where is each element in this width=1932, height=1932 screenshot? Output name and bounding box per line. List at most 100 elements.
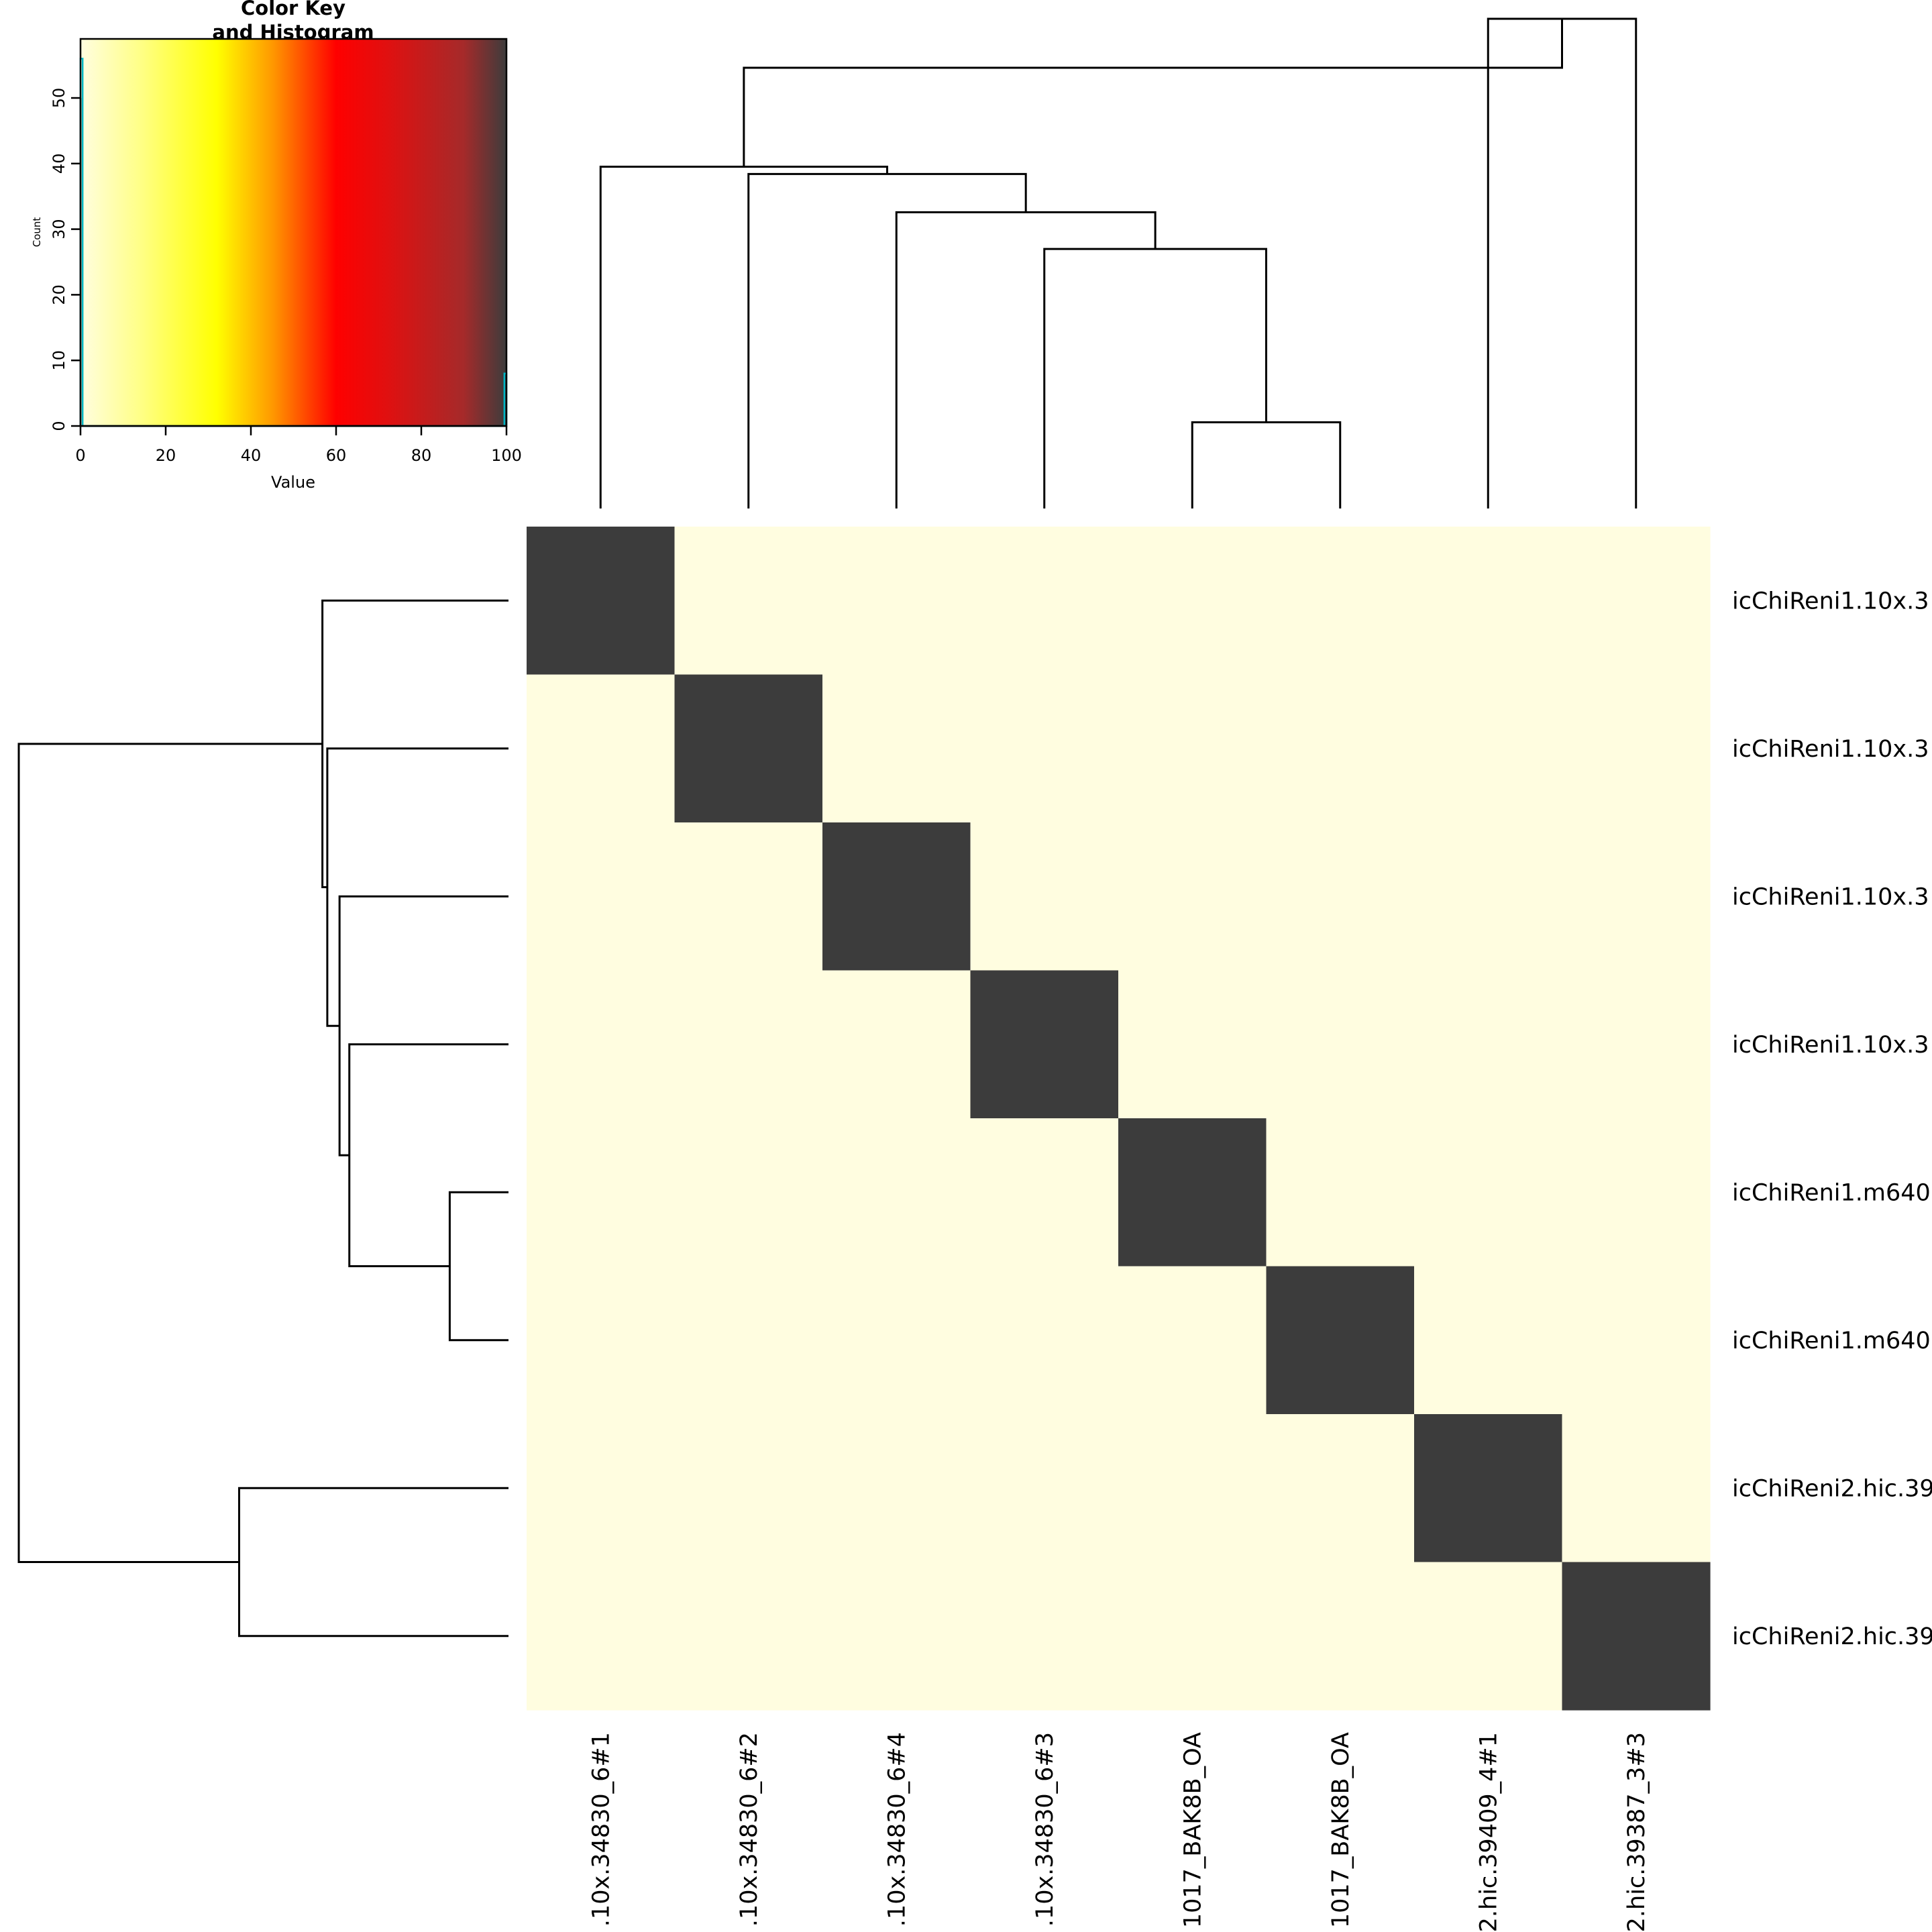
dendrogram-link	[326, 747, 508, 1027]
heatmap-cell-r7-c5	[1266, 1562, 1415, 1711]
heatmap-cell-r3-c7	[1562, 970, 1711, 1119]
key-y-tick-label: 50	[50, 88, 68, 109]
dendrogram-link	[895, 211, 1157, 508]
heatmap-cell-r7-c4	[1118, 1562, 1267, 1711]
heatmap-cell-r6-c4	[1118, 1414, 1267, 1563]
row-dendrogram	[17, 599, 508, 1638]
key-x-tick-label: 80	[411, 446, 432, 465]
key-y-tick-label: 40	[50, 154, 68, 174]
heatmap-cell-r5-c4	[1118, 1266, 1267, 1415]
dendrogram-link	[238, 1487, 508, 1638]
heatmap-cell-r6-c3	[970, 1414, 1119, 1563]
heatmap-cell-r0-c0	[527, 527, 676, 676]
key-x-tick-label: 100	[491, 446, 522, 465]
row-label: icChiReni1.10x.3	[1732, 736, 1929, 763]
heatmap-cell-r5-c0	[527, 1266, 676, 1415]
column-label: .10x.34830_6#4	[883, 1732, 910, 1927]
heatmap-cell-r3-c6	[1414, 970, 1563, 1119]
heatmap-cell-r7-c1	[674, 1562, 823, 1711]
heatmap-cell-r1-c7	[1562, 674, 1711, 823]
heatmap-cell-r6-c6	[1414, 1414, 1563, 1563]
row-labels: icChiReni1.10x.3 icChiReni1.10x.3 icChiRen…	[1732, 588, 1932, 1650]
heatmap-cell-r2-c2	[822, 822, 971, 971]
heatmap-cell-r3-c4	[1118, 970, 1267, 1119]
dendrogram-link	[321, 599, 508, 888]
key-x-tick-label: 20	[156, 446, 176, 465]
heatmap-cell-r4-c7	[1562, 1118, 1711, 1267]
heatmap-cell-r6-c0	[527, 1414, 676, 1563]
column-labels: .10x.34830_6#1 .10x.34830_6#2 .10x.34830_6…	[588, 1732, 1650, 1932]
dendrogram-link	[599, 165, 888, 508]
dendrogram-link	[348, 1043, 508, 1267]
row-label: icChiReni1.10x.3	[1732, 588, 1929, 614]
column-label: 1017_BAK8B_OA	[1179, 1732, 1206, 1928]
heatmap-cell-r6-c5	[1266, 1414, 1415, 1563]
heatmap-cell-r7-c7	[1562, 1562, 1711, 1711]
heatmap-cell-r5-c1	[674, 1266, 823, 1415]
heatmap-cell-r4-c1	[674, 1118, 823, 1267]
dendrogram-link	[747, 172, 1027, 508]
heatmap-cell-r1-c3	[970, 674, 1119, 823]
heatmap-cell-r3-c3	[970, 970, 1119, 1119]
row-label: icChiReni1.10x.3	[1732, 1032, 1929, 1059]
row-label: icChiReni1.m640	[1732, 1328, 1931, 1354]
color-key-xlabel: Value	[271, 473, 315, 492]
column-label: 1017_BAK8B_OA	[1328, 1732, 1354, 1928]
dendrogram-link	[17, 743, 323, 1563]
row-label: icChiReni2.hic.39	[1732, 1623, 1932, 1650]
heatmap-cell-r7-c0	[527, 1562, 676, 1711]
heatmap-cell-r2-c1	[674, 822, 823, 971]
color-key-ylabel: Count	[31, 217, 43, 248]
heatmap-cell-r5-c5	[1266, 1266, 1415, 1415]
heatmap-cell-r1-c2	[822, 674, 971, 823]
color-key-title-line-1: Color Key	[241, 0, 345, 19]
column-label: .10x.34830_6#1	[588, 1732, 614, 1927]
column-dendrogram	[599, 17, 1638, 508]
heatmap-cell-r0-c1	[674, 527, 823, 676]
key-x-tick-label: 60	[326, 446, 347, 465]
heatmap-cell-r3-c5	[1266, 970, 1415, 1119]
heatmap-cell-r2-c5	[1266, 822, 1415, 971]
heatmap-cell-r1-c4	[1118, 674, 1267, 823]
heatmap-cell-r5-c7	[1562, 1266, 1711, 1415]
heatmap-cell-r1-c6	[1414, 674, 1563, 823]
row-label: icChiReni1.10x.3	[1732, 883, 1929, 910]
heatmap-cell-r3-c1	[674, 970, 823, 1119]
column-label: 2.hic.39387_3#3	[1623, 1732, 1650, 1932]
heatmap-cell-r2-c0	[527, 822, 676, 971]
key-y-tick-label: 20	[50, 284, 68, 305]
dendrogram-link	[1487, 17, 1638, 508]
dendrogram-link	[338, 895, 508, 1157]
heatmap-cell-r1-c5	[1266, 674, 1415, 823]
heatmap-cell-r6-c1	[674, 1414, 823, 1563]
heatmap-cell-r5-c6	[1414, 1266, 1563, 1415]
heatmap-cell-r3-c2	[822, 970, 971, 1119]
dendrogram-link	[448, 1191, 508, 1342]
column-label: .10x.34830_6#3	[1032, 1732, 1059, 1927]
dendrogram-link	[1191, 421, 1342, 508]
heatmap-cell-r7-c2	[822, 1562, 971, 1711]
heatmap-cell-r0-c6	[1414, 527, 1563, 676]
heatmap-cells	[527, 527, 1711, 1711]
heatmap-cell-r1-c1	[674, 674, 823, 823]
heatmap-cell-r2-c7	[1562, 822, 1711, 971]
heatmap-cell-r0-c2	[822, 527, 971, 676]
key-y-tick-label: 30	[50, 219, 68, 239]
color-key: Color Key and Histogram 0 20 40 60 80 100 010…	[31, 0, 522, 492]
heatmap-cell-r7-c3	[970, 1562, 1119, 1711]
heatmap-cell-r4-c5	[1266, 1118, 1415, 1267]
row-label: icChiReni1.m640	[1732, 1179, 1931, 1206]
dendrogram-link	[1043, 248, 1267, 508]
heatmap-cell-r4-c4	[1118, 1118, 1267, 1267]
heatmap-cell-r5-c2	[822, 1266, 971, 1415]
column-label: .10x.34830_6#2	[736, 1732, 763, 1927]
heatmap-cell-r4-c3	[970, 1118, 1119, 1267]
heatmap-cell-r2-c3	[970, 822, 1119, 971]
heatmap-cell-r4-c6	[1414, 1118, 1563, 1267]
color-key-x-axis: 0 20 40 60 80 100	[75, 425, 522, 465]
heatmap-cell-r2-c4	[1118, 822, 1267, 971]
dendrogram-link	[743, 19, 1563, 167]
heatmap-cell-r3-c0	[527, 970, 676, 1119]
heatmap-cell-r0-c3	[970, 527, 1119, 676]
color-key-gradient	[80, 39, 506, 426]
